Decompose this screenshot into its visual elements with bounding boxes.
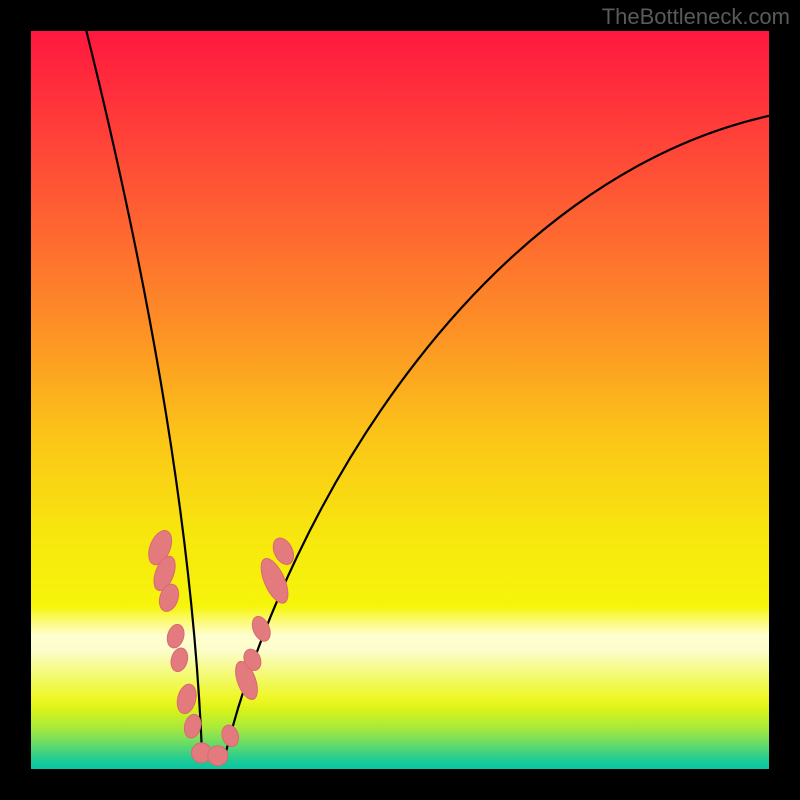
plot-background: [31, 31, 769, 769]
chart-frame: TheBottleneck.com: [0, 0, 800, 800]
bottleneck-chart: [0, 0, 800, 800]
watermark-text: TheBottleneck.com: [602, 4, 790, 30]
data-marker: [208, 746, 228, 766]
